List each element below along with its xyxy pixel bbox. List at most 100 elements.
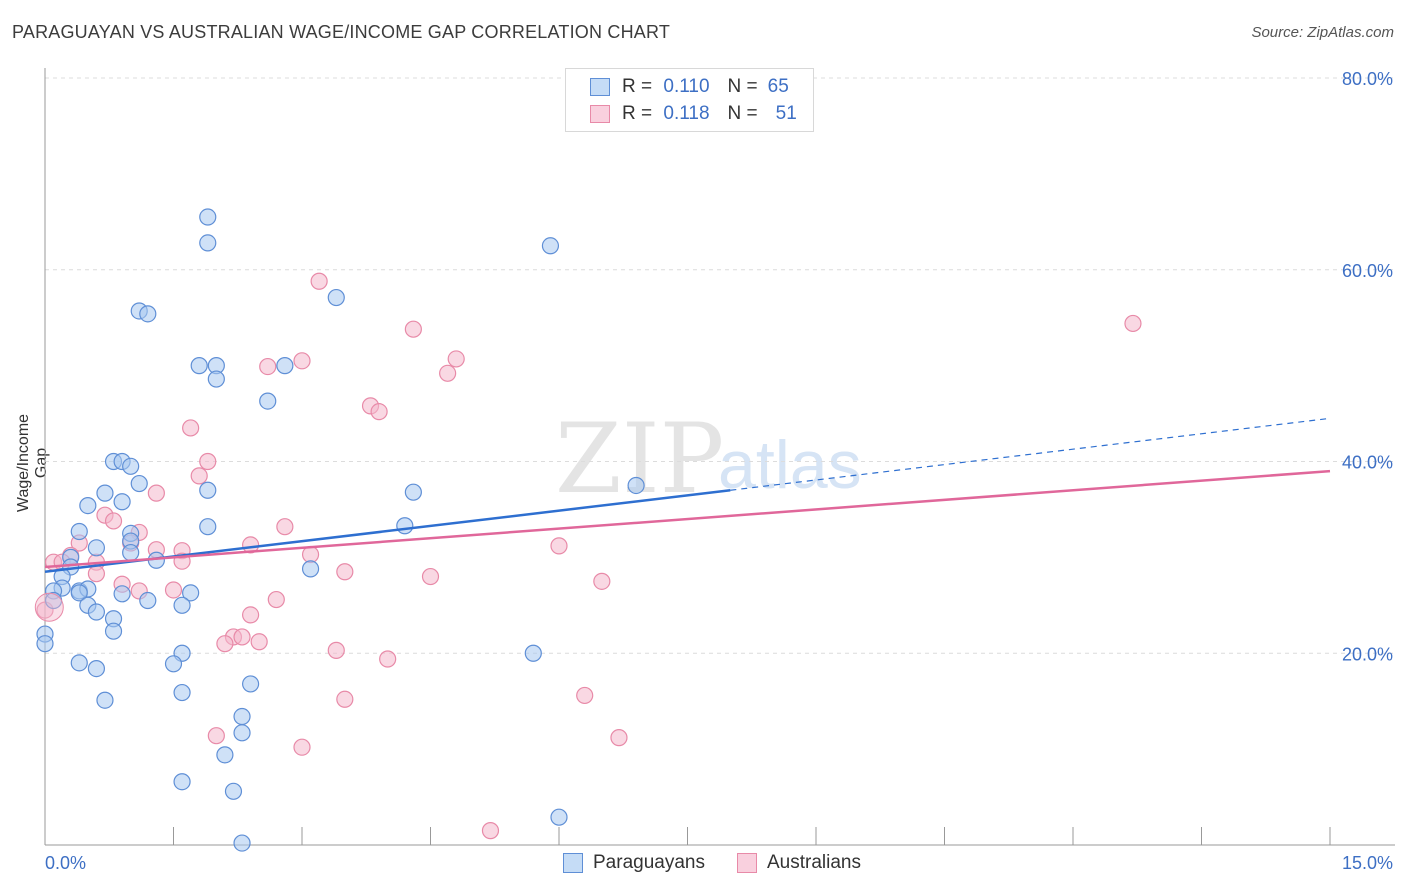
legend-swatch-paraguayans [563, 853, 583, 873]
paraguayan-point [173, 773, 191, 791]
australian-point [421, 567, 440, 586]
australian-point [199, 452, 217, 471]
paraguayan-point [224, 782, 243, 800]
paraguayan-point [199, 481, 217, 499]
y-tick-label: 80.0% [1342, 69, 1393, 89]
paraguayan-point [122, 543, 140, 562]
paraguayan-point [70, 584, 88, 602]
y-tick-label: 60.0% [1342, 261, 1393, 281]
australian-point [147, 484, 165, 502]
paraguayan-point [301, 560, 320, 578]
paraguayan-point [233, 834, 251, 852]
australian-point [182, 419, 200, 437]
paraguayan-point [96, 691, 114, 709]
legend-n-label: N = [727, 76, 758, 97]
paraguayan-point [550, 808, 568, 826]
paraguayan-point [139, 591, 157, 610]
paraguayan-point [173, 683, 191, 702]
australian-point [293, 738, 311, 756]
watermark-zip: ZIP [555, 403, 724, 515]
paraguayan-point [259, 392, 277, 410]
australian-point [379, 650, 397, 668]
legend-swatch-pink [590, 105, 610, 123]
legend-label-australians: Australians [766, 852, 861, 873]
series-legend: Paraguayans Australians [563, 852, 861, 874]
paraguayan-point [130, 474, 148, 493]
australian-point [576, 686, 594, 705]
legend-r-value: 0.118 [663, 103, 710, 124]
australian-point [1124, 314, 1142, 333]
paraguayan-point [199, 234, 217, 252]
legend-row-australians: R = 0.118 N = 51 [590, 102, 797, 126]
paraguayan-point [190, 357, 208, 375]
paraguayan-point [139, 305, 157, 323]
paraguayan-point [87, 539, 106, 557]
australian-point [242, 606, 260, 624]
paraguayan-point [524, 644, 542, 662]
australian-point [207, 727, 225, 745]
y-tick-label: 20.0% [1342, 644, 1393, 664]
australian-point [336, 563, 354, 581]
paraguayan-point [199, 518, 217, 536]
australian-point [439, 364, 457, 382]
paraguayan-point [396, 517, 414, 535]
paraguayan-point [122, 457, 140, 475]
australian-point [104, 512, 123, 530]
legend-r-label: R = [622, 103, 653, 124]
paraguayan-point [207, 370, 225, 388]
paraguayan-point [113, 493, 131, 511]
paraguayan-point [104, 622, 123, 640]
australian-point [87, 565, 106, 583]
legend-r-label: R = [622, 76, 653, 97]
australian-point [293, 352, 311, 370]
australian-point [370, 403, 388, 421]
paraguayan-point [70, 654, 88, 672]
paraguayan-point [96, 484, 114, 502]
australian-point [301, 545, 320, 564]
australian-point-large [34, 592, 64, 622]
source-credit: Source: ZipAtlas.com [1251, 24, 1394, 41]
paraguayan-point [242, 675, 260, 693]
paraguayan-point [627, 476, 645, 495]
paraguayan-point [79, 497, 97, 515]
paraguayan-point [233, 707, 251, 726]
legend-r-value: 0.110 [663, 76, 710, 97]
paraguayan-point [87, 603, 106, 621]
australian-point [550, 537, 568, 555]
australian-point [216, 635, 234, 653]
australian-point [447, 350, 465, 368]
paraguayan-point [70, 522, 88, 541]
paraguayan-point [87, 659, 106, 678]
paraguayan-point [216, 746, 234, 764]
watermark-atlas: atlas [718, 427, 862, 503]
legend-swatch-australians [736, 853, 757, 873]
australian-point [276, 518, 294, 536]
paraguayan-point [36, 635, 54, 653]
x-tick-label: 0.0% [45, 853, 86, 873]
paraguayan-point [541, 237, 560, 255]
australian-point [190, 467, 208, 485]
paraguayan-point [173, 596, 191, 614]
australian-point [404, 320, 422, 338]
paraguayan-point [164, 655, 183, 673]
legend-n-label: N = [727, 103, 758, 124]
paraguayan-point [113, 585, 131, 603]
paraguayan-point [404, 483, 422, 501]
legend-swatch-blue [590, 78, 610, 96]
australian-point [593, 572, 611, 590]
australian-trend-line [44, 469, 1331, 569]
correlation-legend: R = 0.110 N = 65 R = 0.118 N = 51 [565, 68, 814, 132]
paraguayan-point [276, 357, 294, 375]
paraguayan-point [327, 288, 345, 307]
legend-n-value: 51 [775, 103, 797, 124]
australian-point [164, 581, 183, 599]
australian-point [610, 729, 628, 747]
australian-point [310, 272, 328, 290]
paraguayan-point [182, 584, 200, 602]
legend-label-paraguayans: Paraguayans [593, 852, 705, 873]
australian-point [481, 822, 500, 840]
legend-n-value: 65 [767, 76, 789, 97]
australian-point [250, 633, 268, 651]
australian-point [336, 690, 354, 708]
